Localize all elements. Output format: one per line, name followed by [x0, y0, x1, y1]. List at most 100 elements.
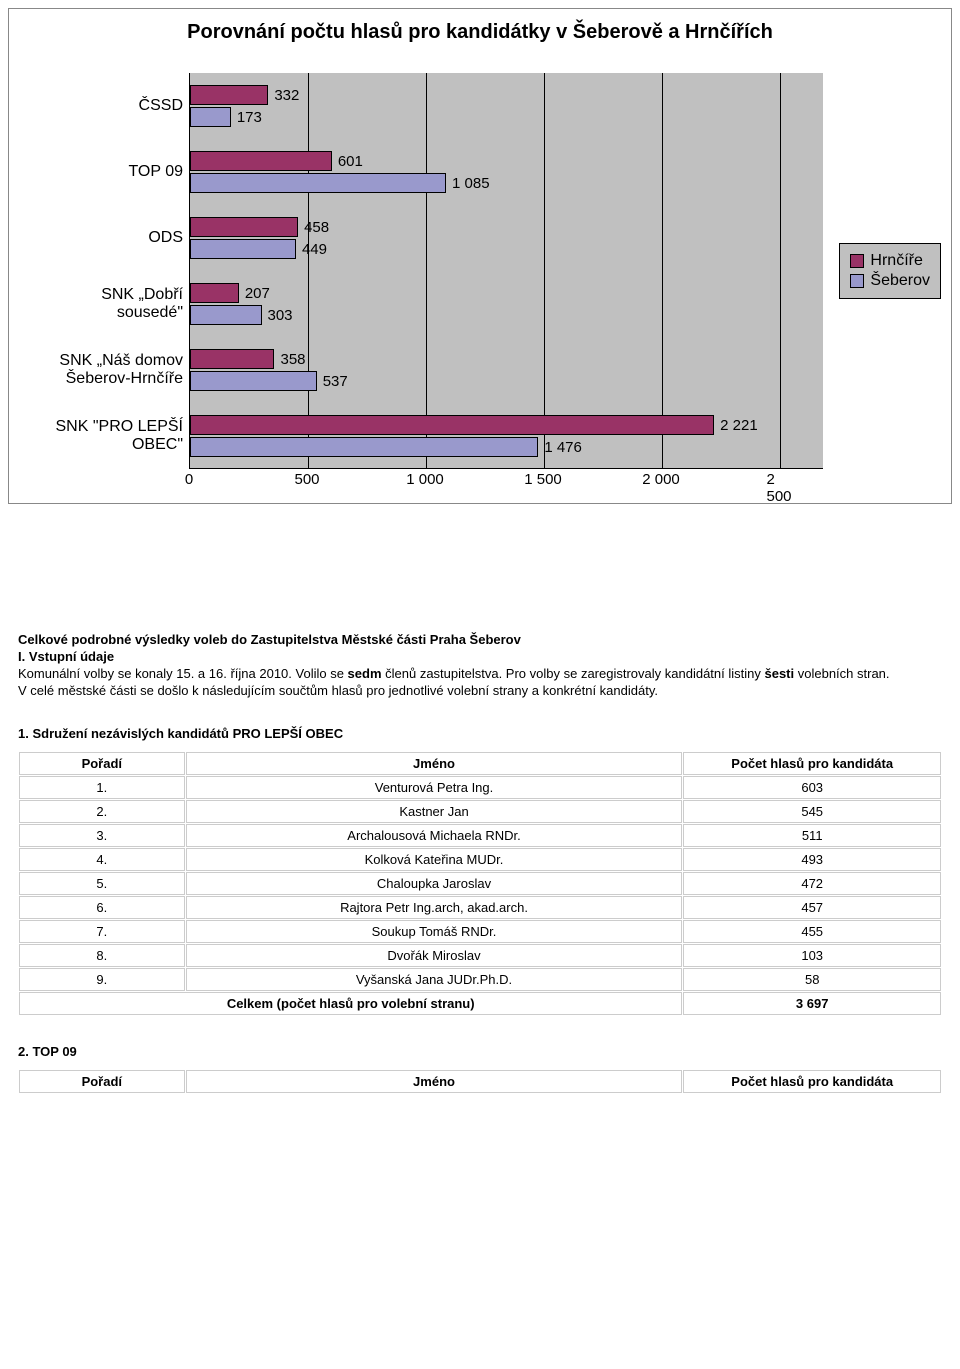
table-cell: 9. — [19, 968, 185, 991]
results-table-2: PořadíJménoPočet hlasů pro kandidáta — [18, 1069, 942, 1094]
table-header: Počet hlasů pro kandidáta — [683, 752, 941, 775]
intro-paragraph-1: Komunální volby se konaly 15. a 16. říjn… — [18, 666, 942, 681]
intro-paragraph-2: V celé městské části se došlo k následuj… — [18, 683, 942, 698]
bar-group: 458449 — [190, 205, 823, 271]
legend-swatch — [850, 254, 864, 268]
section-i-label: I. Vstupní údaje — [18, 649, 114, 664]
x-tick: 2 500 — [766, 471, 791, 505]
bar-value: 458 — [298, 219, 329, 236]
bar-hrncire — [190, 349, 274, 369]
bar-value: 173 — [231, 109, 262, 126]
table-cell: Venturová Petra Ing. — [186, 776, 683, 799]
legend-swatch — [850, 274, 864, 288]
table-header: Pořadí — [19, 1070, 185, 1093]
table-cell: Dvořák Miroslav — [186, 944, 683, 967]
table-cell: Kolková Kateřina MUDr. — [186, 848, 683, 871]
bar-value: 1 085 — [446, 175, 490, 192]
results-table-1: PořadíJménoPočet hlasů pro kandidáta1.Ve… — [18, 751, 942, 1016]
x-tick: 500 — [294, 471, 319, 488]
bar-hrncire — [190, 217, 298, 237]
bar-value: 2 221 — [714, 417, 758, 434]
table-header: Jméno — [186, 1070, 683, 1093]
x-axis: 05001 0001 5002 0002 500 — [189, 469, 779, 493]
table-row: 5.Chaloupka Jaroslav472 — [19, 872, 941, 895]
results-heading: Celkové podrobné výsledky voleb do Zastu… — [18, 632, 942, 647]
table1-title: 1. Sdružení nezávislých kandidátů PRO LE… — [18, 726, 942, 741]
bar-value: 601 — [332, 153, 363, 170]
table-total-label: Celkem (počet hlasů pro volební stranu) — [19, 992, 682, 1015]
category-label: SNK "PRO LEPŠÍOBEC" — [19, 403, 189, 469]
bar-seberov — [190, 239, 296, 259]
table2-title: 2. TOP 09 — [18, 1044, 942, 1059]
bar-group: 601 1 085 — [190, 139, 823, 205]
category-label: ČSSD — [19, 73, 189, 139]
category-label: SNK „Dobřísousedé" — [19, 271, 189, 337]
table-cell: 603 — [683, 776, 941, 799]
table-cell: 472 — [683, 872, 941, 895]
bar-value: 332 — [268, 87, 299, 104]
bar-seberov — [190, 371, 317, 391]
table-cell: 455 — [683, 920, 941, 943]
legend-label: Hrnčíře — [870, 252, 922, 270]
table-cell: Vyšanská Jana JUDr.Ph.D. — [186, 968, 683, 991]
bar-hrncire — [190, 415, 714, 435]
table-cell: Kastner Jan — [186, 800, 683, 823]
x-tick: 1 000 — [406, 471, 444, 488]
chart-legend: Hrnčíře Šeberov — [839, 243, 941, 299]
table-cell: 5. — [19, 872, 185, 895]
table-cell: Soukup Tomáš RNDr. — [186, 920, 683, 943]
plot-area: 3321736011 0854584492073033585372 2211 4… — [189, 73, 823, 469]
table-cell: 6. — [19, 896, 185, 919]
document-body: Celkové podrobné výsledky voleb do Zastu… — [0, 622, 960, 1104]
table-cell: Chaloupka Jaroslav — [186, 872, 683, 895]
x-tick: 0 — [185, 471, 193, 488]
x-tick: 2 000 — [642, 471, 680, 488]
bar-value: 207 — [239, 285, 270, 302]
table-cell: 493 — [683, 848, 941, 871]
bar-group: 358537 — [190, 337, 823, 403]
legend-item: Hrnčíře — [850, 252, 930, 270]
bar-group: 207303 — [190, 271, 823, 337]
table-header: Pořadí — [19, 752, 185, 775]
bar-hrncire — [190, 283, 239, 303]
table-total-row: Celkem (počet hlasů pro volební stranu)3… — [19, 992, 941, 1015]
bar-value: 303 — [262, 307, 293, 324]
table-row: 1.Venturová Petra Ing.603 — [19, 776, 941, 799]
chart-title: Porovnání počtu hlasů pro kandidátky v Š… — [19, 19, 941, 45]
table-cell: 457 — [683, 896, 941, 919]
table-header: Počet hlasů pro kandidáta — [683, 1070, 941, 1093]
category-label: SNK „Náš domovŠeberov-Hrnčíře — [19, 337, 189, 403]
table-cell: 58 — [683, 968, 941, 991]
table-row: 3.Archalousová Michaela RNDr.511 — [19, 824, 941, 847]
table-row: 4.Kolková Kateřina MUDr.493 — [19, 848, 941, 871]
legend-item: Šeberov — [850, 272, 930, 290]
y-axis-labels: ČSSDTOP 09ODSSNK „Dobřísousedé"SNK „Náš … — [19, 73, 189, 469]
table-cell: Archalousová Michaela RNDr. — [186, 824, 683, 847]
table-row: 8.Dvořák Miroslav103 — [19, 944, 941, 967]
table-cell: 2. — [19, 800, 185, 823]
bar-seberov — [190, 437, 538, 457]
table-header: Jméno — [186, 752, 683, 775]
table-cell: 1. — [19, 776, 185, 799]
bar-value: 1 476 — [538, 439, 582, 456]
table-cell: Rajtora Petr Ing.arch, akad.arch. — [186, 896, 683, 919]
table-row: 2.Kastner Jan545 — [19, 800, 941, 823]
table-cell: 3. — [19, 824, 185, 847]
bar-value: 449 — [296, 241, 327, 258]
table-cell: 7. — [19, 920, 185, 943]
table-cell: 8. — [19, 944, 185, 967]
table-row: 7.Soukup Tomáš RNDr.455 — [19, 920, 941, 943]
table-cell: 545 — [683, 800, 941, 823]
table-cell: 511 — [683, 824, 941, 847]
category-label: ODS — [19, 205, 189, 271]
bar-group: 2 221 1 476 — [190, 403, 823, 469]
bar-hrncire — [190, 151, 332, 171]
legend-label: Šeberov — [870, 272, 930, 290]
table-row: 9.Vyšanská Jana JUDr.Ph.D.58 — [19, 968, 941, 991]
table-cell: 4. — [19, 848, 185, 871]
category-label: TOP 09 — [19, 139, 189, 205]
x-tick: 1 500 — [524, 471, 562, 488]
chart-container: Porovnání počtu hlasů pro kandidátky v Š… — [8, 8, 952, 504]
table-row: 6.Rajtora Petr Ing.arch, akad.arch.457 — [19, 896, 941, 919]
bar-hrncire — [190, 85, 268, 105]
